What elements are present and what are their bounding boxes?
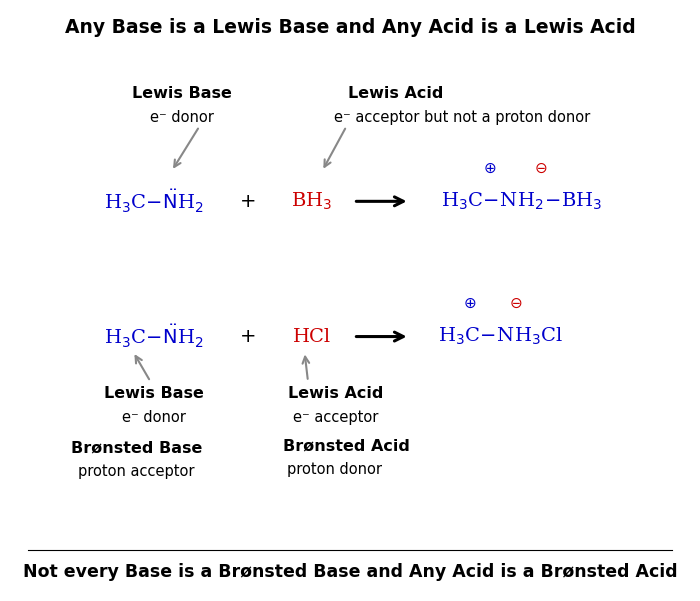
Text: Lewis Acid: Lewis Acid (288, 386, 384, 401)
Text: Lewis Base: Lewis Base (104, 386, 204, 401)
Text: proton acceptor: proton acceptor (78, 465, 195, 479)
Text: Any Base is a Lewis Base and Any Acid is a Lewis Acid: Any Base is a Lewis Base and Any Acid is… (64, 17, 636, 37)
Text: ⊖: ⊖ (510, 296, 522, 311)
Text: H$_3$C$\!-\!$NH$_3$Cl: H$_3$C$\!-\!$NH$_3$Cl (438, 326, 563, 347)
Text: +: + (240, 327, 257, 346)
Text: ⊕: ⊕ (484, 161, 496, 175)
Text: +: + (240, 192, 257, 211)
Text: e⁻ donor: e⁻ donor (122, 410, 186, 425)
Text: e⁻ acceptor but not a proton donor: e⁻ acceptor but not a proton donor (334, 110, 590, 124)
Text: H$_3$C$\!-\!$NH$_2\!-\!$BH$_3$: H$_3$C$\!-\!$NH$_2\!-\!$BH$_3$ (441, 191, 602, 212)
Text: H$_3$C$\!-\!\ddot{\rm N}$H$_2$: H$_3$C$\!-\!\ddot{\rm N}$H$_2$ (104, 323, 204, 350)
Text: BH$_3$: BH$_3$ (291, 191, 332, 212)
Text: Brønsted Acid: Brønsted Acid (283, 439, 410, 453)
Text: ⊖: ⊖ (535, 161, 547, 175)
Text: Lewis Acid: Lewis Acid (348, 86, 443, 100)
Text: HCl: HCl (293, 328, 330, 346)
Text: e⁻ acceptor: e⁻ acceptor (293, 410, 379, 425)
Text: e⁻ donor: e⁻ donor (150, 110, 214, 124)
Text: Lewis Base: Lewis Base (132, 86, 232, 100)
Text: H$_3$C$\!-\!\ddot{\rm N}$H$_2$: H$_3$C$\!-\!\ddot{\rm N}$H$_2$ (104, 188, 204, 215)
Text: Brønsted Base: Brønsted Base (71, 441, 202, 455)
Text: proton donor: proton donor (287, 463, 382, 477)
Text: Not every Base is a Brønsted Base and Any Acid is a Brønsted Acid: Not every Base is a Brønsted Base and An… (22, 563, 678, 581)
Text: ⊕: ⊕ (464, 296, 477, 311)
